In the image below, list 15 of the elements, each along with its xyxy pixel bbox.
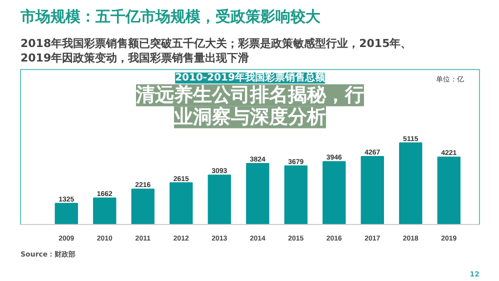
text: 2010-2019年我国彩票销售总额 xyxy=(175,72,326,84)
bar xyxy=(437,156,460,224)
bar xyxy=(284,165,308,224)
chart-title: 市场规模：五千亿市场规模，受政策影响较大 xyxy=(20,8,322,26)
chart-subtitle: 2018年我国彩票销售额已突破五千亿大关；彩票是政策敏感型行业，2015年、2019年因政策变动，我国彩票销售量出现下滑 xyxy=(20,37,412,64)
bar xyxy=(93,197,116,224)
bar xyxy=(54,202,78,224)
bar xyxy=(131,188,154,224)
bar xyxy=(170,182,193,224)
bar xyxy=(246,163,270,224)
bar xyxy=(399,142,422,224)
bar xyxy=(360,156,384,224)
bar xyxy=(208,174,231,224)
text: 清远养生公司排名揭秘，行业洞察与深度分析 xyxy=(135,84,364,128)
bar xyxy=(322,161,346,224)
